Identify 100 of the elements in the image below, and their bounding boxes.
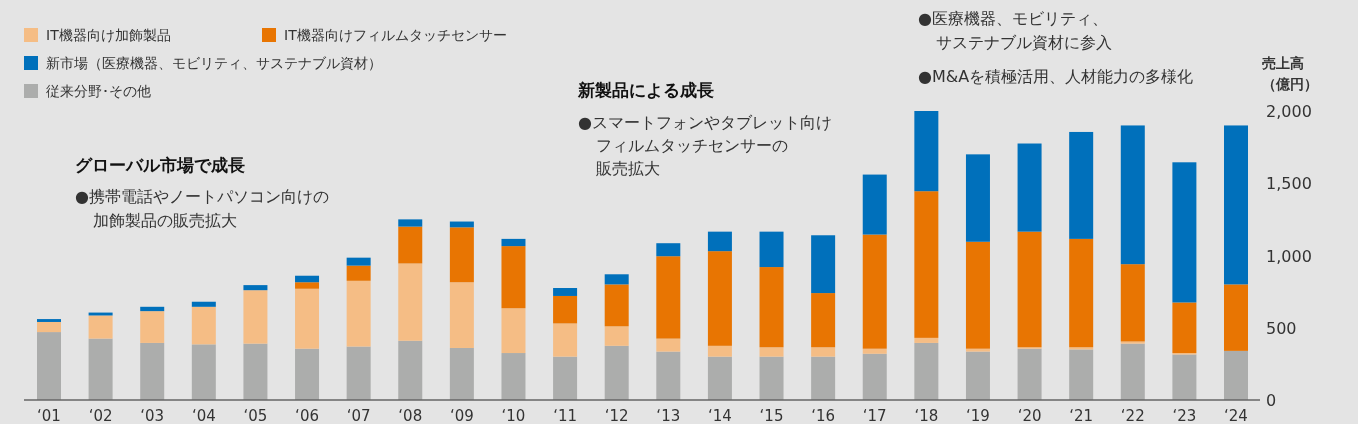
bar xyxy=(1017,348,1042,400)
bar xyxy=(914,191,939,338)
bar xyxy=(604,326,629,346)
bar xyxy=(1069,131,1094,239)
bar xyxy=(604,345,629,400)
bar xyxy=(707,345,732,357)
bar xyxy=(449,282,474,348)
bar xyxy=(914,342,939,400)
y-axis-title: 売上高（億円） xyxy=(1262,55,1318,92)
bar xyxy=(88,338,113,400)
x-tick-label: ‘05 xyxy=(243,407,268,424)
x-tick-label: ‘03 xyxy=(140,407,165,424)
text: サステナブル資材に参入 xyxy=(936,33,1112,52)
bar xyxy=(398,340,423,400)
bar xyxy=(1120,341,1145,344)
bar xyxy=(965,241,990,349)
bar xyxy=(1017,143,1042,232)
x-tick-label: ‘13 xyxy=(656,407,681,424)
bar xyxy=(707,231,732,252)
bar xyxy=(862,174,887,235)
x-tick-label: ‘17 xyxy=(862,407,887,424)
bar xyxy=(604,274,629,285)
x-tick-label: ‘23 xyxy=(1172,407,1197,424)
bar xyxy=(553,288,578,296)
x-tick-label: ‘11 xyxy=(553,407,578,424)
bar xyxy=(501,246,526,309)
annotation: ●携帯電話やノートパソコン向けの xyxy=(75,187,329,206)
y-tick-label: 500 xyxy=(1266,318,1297,338)
bar xyxy=(811,347,836,357)
y-tick-label: 1,000 xyxy=(1266,246,1312,266)
bar xyxy=(398,263,423,341)
annotation: グローバル市場で成長 xyxy=(75,155,245,175)
y-tick-label: 1,500 xyxy=(1266,174,1312,194)
bar xyxy=(1069,349,1094,400)
x-tick-label: ‘24 xyxy=(1224,407,1248,424)
x-tick-label: ‘06 xyxy=(295,407,319,424)
bar xyxy=(501,353,526,400)
bar xyxy=(965,348,990,352)
bar xyxy=(759,267,784,348)
x-tick-label: ‘10 xyxy=(501,407,526,424)
x-tick-label: ‘20 xyxy=(1017,407,1042,424)
bar xyxy=(88,315,113,339)
bar xyxy=(862,348,887,354)
x-tick-label: ‘21 xyxy=(1069,407,1094,424)
text: 新製品による成長 xyxy=(577,80,714,100)
bar xyxy=(398,226,423,264)
bar xyxy=(37,319,61,322)
bar xyxy=(140,306,165,312)
bar xyxy=(140,311,165,343)
bar xyxy=(553,323,578,357)
bar xyxy=(1172,354,1197,400)
bar xyxy=(553,295,578,324)
bar xyxy=(37,332,61,400)
x-tick-label: ‘02 xyxy=(88,407,113,424)
annotation: 販売拡大 xyxy=(596,159,660,178)
bar xyxy=(346,346,371,400)
annotation: フィルムタッチセンサーの xyxy=(596,136,788,155)
bar xyxy=(707,356,732,400)
x-tick-label: ‘04 xyxy=(191,407,216,424)
x-tick-label: ‘12 xyxy=(604,407,629,424)
legend-label: IT機器向けフィルムタッチセンサー xyxy=(284,27,507,43)
bar xyxy=(1069,347,1094,350)
bar xyxy=(707,251,732,346)
bar xyxy=(759,356,784,400)
x-tick-label: ‘07 xyxy=(346,407,371,424)
bar xyxy=(759,231,784,268)
x-tick-label: ‘18 xyxy=(914,407,939,424)
bar xyxy=(1069,238,1094,348)
bar xyxy=(656,351,681,400)
bar xyxy=(295,282,320,289)
bar xyxy=(965,351,990,400)
x-tick-label: ‘16 xyxy=(811,407,836,424)
bar xyxy=(553,356,578,400)
bar xyxy=(295,348,320,400)
bar xyxy=(914,337,939,343)
bar xyxy=(295,288,320,349)
bar xyxy=(656,256,681,339)
bar xyxy=(243,343,268,400)
bar xyxy=(1224,125,1248,285)
bar xyxy=(243,285,268,291)
legend-label: 従来分野･その他 xyxy=(46,83,151,99)
bar xyxy=(243,290,268,344)
bar xyxy=(398,219,423,227)
y-tick-label: 0 xyxy=(1266,391,1277,410)
bar xyxy=(501,238,526,247)
bar xyxy=(295,275,320,283)
x-tick-label: ‘08 xyxy=(398,407,423,424)
bar xyxy=(1224,350,1248,400)
legend-label: IT機器向け加飾製品 xyxy=(46,27,171,43)
bar xyxy=(759,347,784,357)
x-tick-label: ‘19 xyxy=(966,407,990,424)
bar xyxy=(346,257,371,266)
bar xyxy=(1120,343,1145,400)
bar xyxy=(656,243,681,257)
annotation: ●スマートフォンやタブレット向け xyxy=(578,113,832,132)
bar xyxy=(1224,284,1248,351)
x-tick-label: ‘01 xyxy=(37,407,61,424)
bar xyxy=(1120,264,1145,342)
bar xyxy=(862,353,887,400)
bar xyxy=(1120,125,1145,265)
